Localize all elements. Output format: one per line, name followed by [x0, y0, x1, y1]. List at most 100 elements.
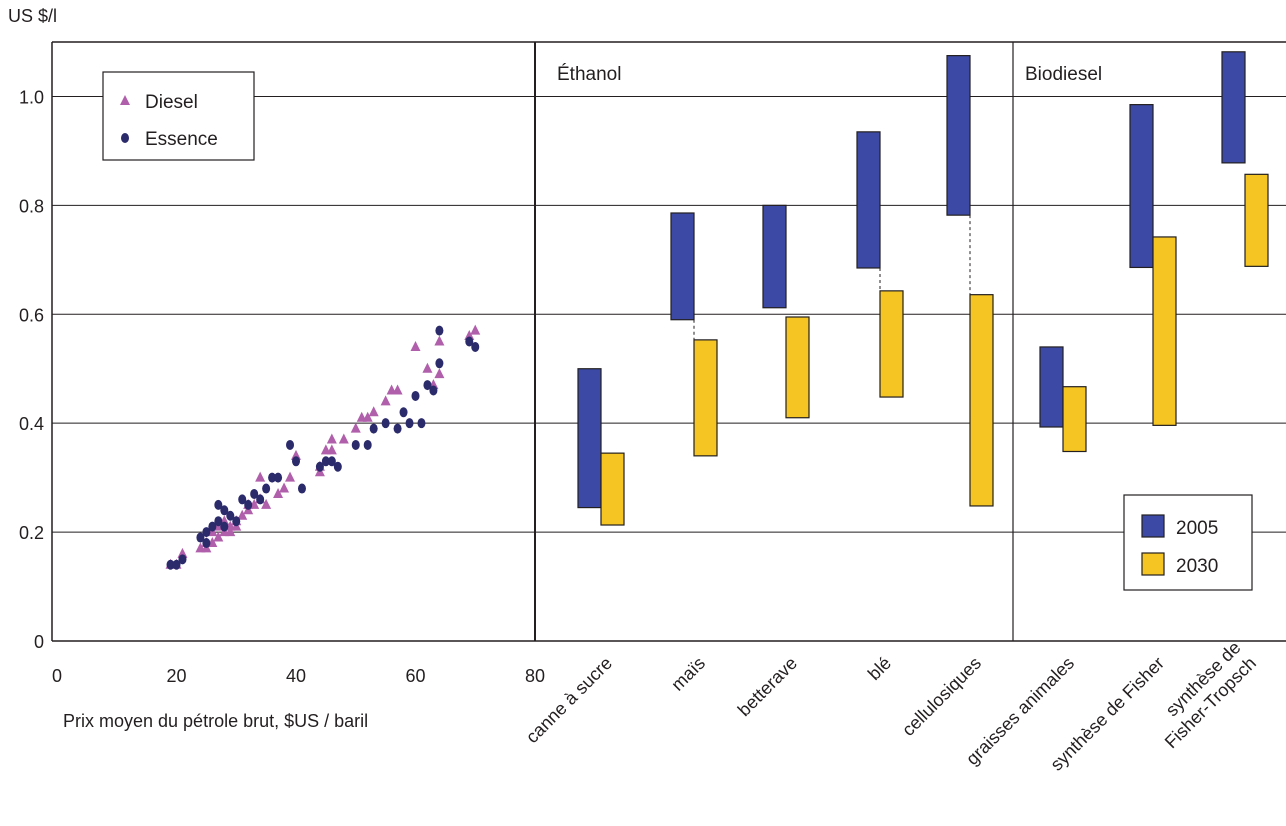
bar-2030	[1062, 386, 1087, 453]
scatter-point-essence	[465, 336, 474, 347]
panel-title-ethanol: Éthanol	[557, 64, 621, 85]
legend-swatch-2030	[1141, 552, 1165, 576]
scatter-point-diesel	[225, 526, 236, 537]
scatter-point-diesel	[434, 368, 445, 379]
y-tick-label: 0.6	[19, 305, 44, 325]
legend-marker-diesel	[120, 95, 130, 105]
scatter-point-essence	[393, 423, 402, 434]
x-tick-label: 40	[286, 666, 306, 686]
panel-dividers	[534, 42, 1014, 641]
scatter-point-essence	[202, 527, 211, 538]
scatter-point-essence	[351, 439, 360, 450]
scatter-point-diesel	[422, 362, 433, 373]
bar-2005	[1129, 104, 1154, 269]
scatter-point-essence	[214, 516, 223, 527]
bar-2005	[856, 131, 881, 269]
scatter-point-diesel	[285, 471, 296, 482]
category-label-line: blé	[864, 653, 895, 684]
scatter-point-essence	[327, 456, 336, 467]
x-axis-label: Prix moyen du pétrole brut, $US / baril	[63, 711, 368, 731]
y-tick-label: 0	[34, 632, 44, 652]
scatter-point-diesel	[368, 406, 379, 417]
scatter-point-diesel	[237, 509, 248, 520]
bar-2030	[600, 452, 625, 526]
category-label: blé	[864, 653, 895, 684]
bar-2005	[577, 368, 602, 509]
scatter-point-essence	[232, 516, 241, 527]
range-legend: 2005 2030	[1123, 494, 1253, 591]
category-label: betterave	[734, 653, 801, 720]
scatter-legend: Diesel Essence	[102, 71, 255, 161]
scatter-point-essence	[250, 488, 259, 499]
scatter-point-diesel	[464, 330, 475, 341]
panel-titles: Éthanol Biodiesel	[557, 64, 1102, 85]
scatter-point-essence	[226, 510, 235, 521]
legend-label: Diesel	[145, 92, 198, 113]
bar-2030	[1244, 173, 1269, 267]
scatter-point-diesel	[392, 384, 403, 395]
bar-2030	[969, 294, 994, 507]
scatter-point-essence	[214, 499, 223, 510]
legend-marker-essence	[121, 133, 129, 143]
scatter-point-essence	[435, 358, 444, 369]
range-bars	[577, 51, 1269, 526]
scatter-point-essence	[274, 472, 283, 483]
scatter-point-diesel	[434, 335, 445, 346]
scatter-point-diesel	[213, 531, 224, 542]
scatter-point-essence	[208, 521, 217, 532]
scatter-point-diesel	[326, 444, 337, 455]
scatter-point-essence	[220, 521, 229, 532]
scatter-point-essence	[178, 554, 187, 565]
scatter-point-diesel	[338, 433, 349, 444]
scatter-point-essence	[411, 390, 420, 401]
scatter-point-essence	[405, 418, 414, 429]
scatter-point-diesel	[350, 422, 361, 433]
x-tick-label: 60	[405, 666, 425, 686]
bar-2005	[670, 212, 695, 321]
panel-title-biodiesel: Biodiesel	[1025, 64, 1102, 85]
y-tick-label: 0.4	[19, 414, 44, 434]
scatter-point-essence	[333, 461, 342, 472]
scatter-point-essence	[429, 385, 438, 396]
scatter-point-essence	[262, 483, 271, 494]
scatter-point-diesel	[255, 471, 266, 482]
bar-2005	[1039, 346, 1064, 428]
scatter-point-essence	[196, 532, 205, 543]
scatter-point-essence	[292, 456, 300, 467]
scatter-point-diesel	[326, 433, 337, 444]
bar-2030	[879, 290, 904, 398]
scatter-point-essence	[166, 559, 175, 570]
y-tick-label: 1.0	[19, 87, 44, 107]
scatter-point-essence	[321, 456, 330, 467]
scatter-point-diesel	[177, 547, 188, 558]
bar-2005	[1221, 51, 1246, 164]
scatter-point-essence	[381, 418, 390, 429]
scatter-point-diesel	[470, 324, 481, 335]
scatter-point-essence	[297, 483, 306, 494]
category-label: maïs	[667, 653, 709, 695]
category-label-line: betterave	[734, 653, 801, 720]
bar-2005	[946, 55, 971, 216]
scatter-point-essence	[244, 499, 253, 510]
scatter-point-diesel	[380, 395, 391, 406]
scatter-point-diesel	[362, 411, 373, 422]
legend-label: 2005	[1176, 518, 1218, 539]
scatter-legend-box	[102, 71, 255, 161]
bar-2030	[693, 339, 718, 457]
scatter-point-diesel	[410, 340, 421, 351]
scatter-point-essence	[315, 461, 324, 472]
scatter-point-essence	[202, 537, 211, 548]
scatter-point-essence	[423, 380, 432, 391]
x-tick-label: 80	[525, 666, 545, 686]
category-label-line: cellulosiques	[898, 653, 985, 740]
scatter-point-essence	[238, 494, 247, 505]
scatter-point-diesel	[261, 498, 272, 509]
legend-swatch-2005	[1141, 514, 1165, 538]
scatter-point-essence	[172, 559, 181, 570]
scatter-point-essence	[256, 494, 265, 505]
category-label-line: maïs	[667, 653, 709, 695]
y-axis-label: US $/l	[8, 6, 57, 26]
legend-label: 2030	[1176, 556, 1218, 577]
scatter-point-diesel	[273, 487, 284, 498]
